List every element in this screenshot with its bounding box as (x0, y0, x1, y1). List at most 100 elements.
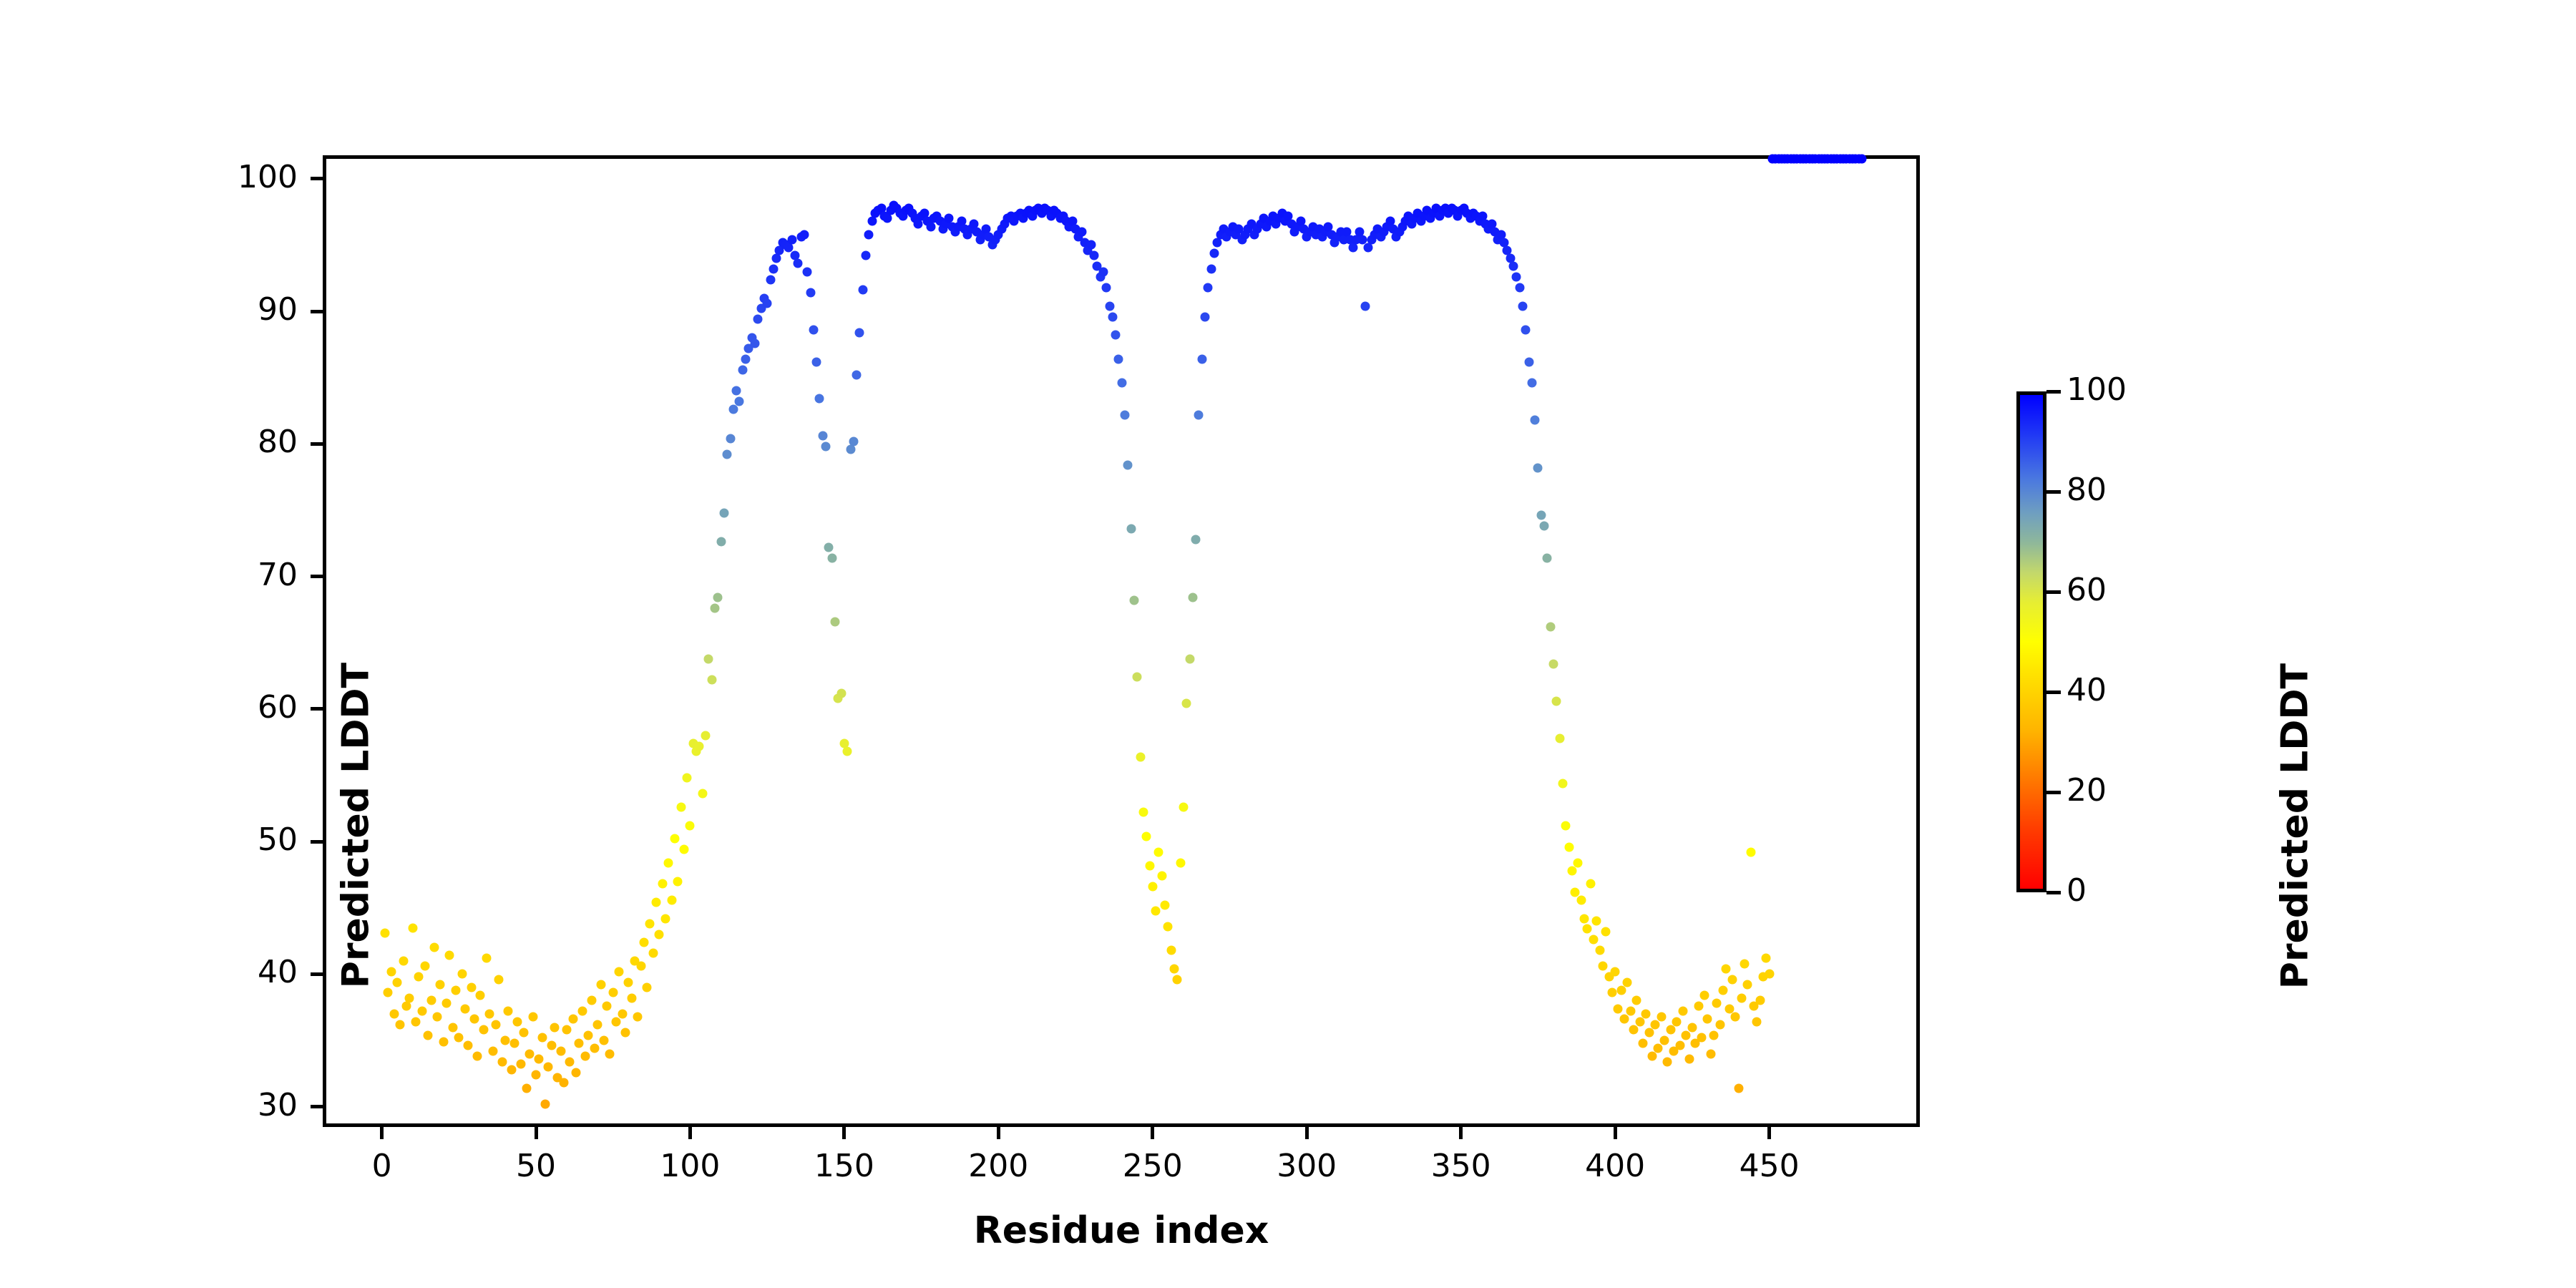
y-axis-label: Predicted LDDT (334, 663, 378, 989)
x-tick (534, 1123, 538, 1139)
data-point (1591, 916, 1601, 926)
data-point (435, 980, 445, 990)
data-point (1518, 301, 1528, 311)
data-point (846, 444, 855, 454)
data-point (1385, 216, 1395, 226)
plot-axes-frame: 30 40 50 60 70 80 90 100 0 50 100 150 200 250 300 350 4… (238, 154, 1920, 1184)
data-point (1120, 410, 1130, 420)
data-point (389, 1009, 399, 1019)
data-point (1546, 622, 1556, 632)
data-point (562, 1025, 572, 1035)
data-point (1619, 1014, 1629, 1024)
data-point (1675, 1040, 1685, 1050)
x-tick-label: 100 (660, 1148, 721, 1184)
data-point (411, 1017, 421, 1027)
x-tick (1304, 1123, 1309, 1139)
data-point (793, 258, 803, 268)
data-point (1539, 521, 1549, 531)
data-point (679, 844, 689, 854)
data-point (565, 1057, 575, 1067)
data-point (401, 1001, 411, 1011)
data-point (1296, 216, 1306, 226)
y-tick (311, 972, 326, 976)
x-tick (1151, 1123, 1155, 1139)
data-point (1536, 510, 1546, 520)
colorbar-tick (2046, 890, 2061, 894)
colorbar-tick-label: 100 (2067, 371, 2127, 408)
data-point (482, 953, 492, 963)
data-point (1721, 964, 1731, 974)
data-point (1111, 330, 1121, 340)
data-point (1653, 1043, 1663, 1053)
data-point (926, 222, 935, 231)
data-point (1752, 1017, 1762, 1027)
data-point (882, 213, 892, 223)
data-point (550, 1023, 560, 1032)
data-point (534, 1054, 544, 1064)
data-point (1185, 654, 1194, 663)
data-point (608, 987, 618, 997)
y-tick (311, 707, 326, 711)
data-point (618, 1009, 628, 1019)
data-point (1718, 985, 1728, 995)
x-tick-label: 450 (1739, 1148, 1800, 1184)
data-point (1360, 301, 1370, 311)
data-point (1595, 945, 1605, 955)
data-point (682, 773, 692, 783)
data-point (685, 821, 695, 831)
data-point (488, 1046, 498, 1056)
data-point (1607, 987, 1617, 997)
data-point (658, 879, 668, 889)
data-point (864, 230, 874, 240)
data-point (790, 250, 800, 260)
data-point (614, 967, 624, 977)
data-point (380, 928, 390, 938)
x-tick-label: 300 (1277, 1148, 1337, 1184)
data-point (1570, 887, 1580, 897)
data-point (469, 1014, 479, 1024)
data-point (1857, 154, 1867, 164)
data-point (944, 213, 954, 223)
data-point (457, 969, 467, 979)
data-point (636, 961, 645, 971)
data-point (1755, 995, 1765, 1005)
data-point (423, 1030, 433, 1040)
colorbar-tick (2046, 590, 2061, 594)
data-point (1613, 1004, 1623, 1014)
data-point (1702, 1014, 1712, 1024)
data-point (716, 537, 726, 547)
x-tick-label: 0 (371, 1148, 392, 1184)
data-point (1141, 831, 1151, 841)
x-tick-label: 150 (814, 1148, 874, 1184)
y-tick (311, 1105, 326, 1109)
data-point (670, 834, 680, 844)
data-point (1699, 990, 1709, 1000)
colorbar-tick-label: 20 (2067, 772, 2107, 809)
data-point (1706, 1049, 1716, 1058)
data-point (731, 386, 741, 396)
data-point (577, 1006, 587, 1016)
data-point (969, 219, 979, 229)
x-tick (688, 1123, 692, 1139)
data-point (1647, 1051, 1657, 1061)
colorbar-tick-label: 60 (2067, 572, 2107, 608)
data-point (1530, 415, 1540, 425)
data-point (821, 441, 831, 452)
data-point (540, 1099, 550, 1109)
colorbar-tick-label: 0 (2067, 872, 2087, 909)
data-point (722, 449, 732, 459)
data-point (1561, 821, 1571, 831)
data-point (1629, 1025, 1639, 1035)
data-point (1151, 906, 1161, 915)
data-point (1089, 250, 1099, 260)
data-point (432, 1012, 442, 1022)
x-tick (1459, 1123, 1463, 1139)
data-point (408, 923, 418, 932)
colorbar-tick (2046, 690, 2061, 694)
data-point (1323, 222, 1333, 231)
data-point (750, 338, 760, 348)
data-point (1765, 969, 1775, 979)
data-point (463, 1040, 473, 1050)
x-tick (1613, 1123, 1617, 1139)
